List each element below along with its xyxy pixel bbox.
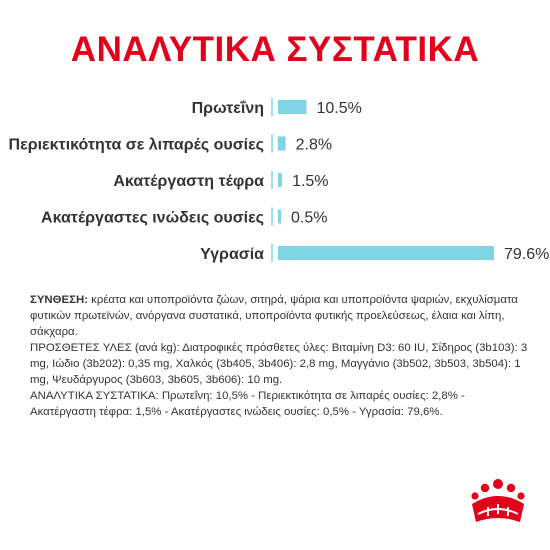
category-label: Πρωτεΐνη (192, 100, 264, 117)
category-label: Ακατέργαστη τέφρα (113, 173, 264, 190)
bar (278, 209, 281, 224)
value-label: 0.5% (291, 210, 327, 227)
additives-paragraph: ΠΡΟΣΘΕΤΕΣ ΥΛΕΣ (ανά kg): Διατροφικές πρό… (30, 342, 528, 386)
bar (278, 100, 307, 114)
value-label: 10.5% (316, 100, 361, 117)
analysis-paragraph: ΑΝΑΛΥΤΙΚΑ ΣΥΣΤΑΤΙΚΑ: Πρωτεΐνη: 10,5% - Π… (30, 390, 465, 418)
composition-ingredients: κρέατα και υποπροϊόντα ζώων, σιτηρά, ψάρ… (30, 294, 518, 338)
bar (278, 173, 283, 187)
value-label: 79.6% (504, 246, 549, 263)
composition-paragraph: ΣΥΝΘΕΣΗ: κρέατα και υποπροϊόντα ζώων, σι… (30, 292, 530, 340)
category-label: Ακατέργαστες ινώδεις ουσίες (41, 210, 264, 227)
value-label: 2.8% (296, 137, 332, 154)
royal-canin-crown-icon (471, 479, 525, 522)
composition-label: ΣΥΝΘΕΣΗ: (30, 294, 88, 306)
bar (278, 136, 286, 151)
page-title: ΑΝΑΛΥΤΙΚΑ ΣΥΣΤΑΤΙΚΑ (70, 30, 480, 69)
category-label: Υγρασία (200, 246, 264, 263)
value-label: 1.5% (292, 173, 328, 190)
bar (278, 246, 494, 260)
nutrient-bar-chart: Πρωτεΐνη 10.5% Περιεκτικότητα σε λιπαρές ο… (9, 98, 549, 263)
composition-text-block: ΣΥΝΘΕΣΗ: κρέατα και υποπροϊόντα ζώων, σι… (30, 292, 530, 420)
crown-shape (471, 479, 525, 522)
category-label: Περιεκτικότητα σε λιπαρές ουσίες (9, 137, 264, 154)
